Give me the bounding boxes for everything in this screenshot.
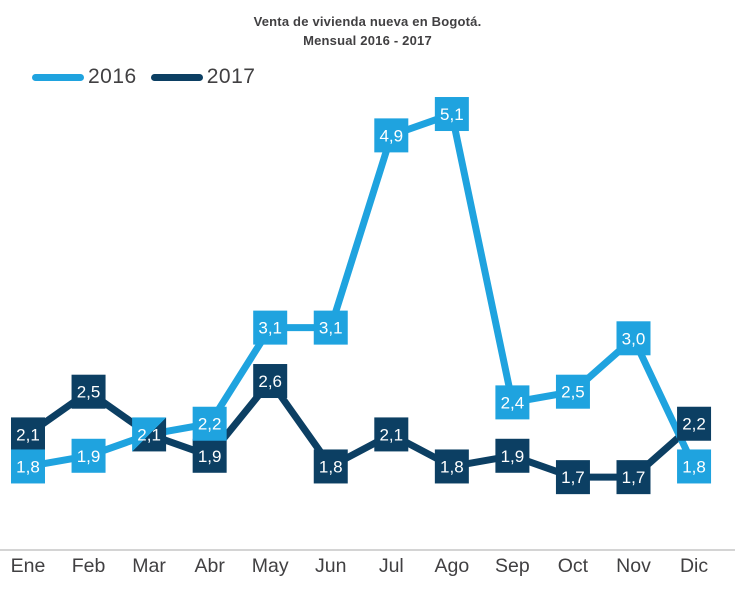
data-point-marker-2017 (434, 449, 469, 484)
data-point-marker-2016 (495, 385, 530, 420)
x-tick-label: Oct (558, 555, 589, 577)
data-point-marker-2016 (555, 374, 590, 409)
data-point-label-2016: 1,8 (16, 457, 40, 476)
legend: 2016 2017 (32, 65, 255, 89)
data-point-label-2016: 3,0 (622, 329, 646, 348)
data-point-marker-2017 (71, 374, 106, 409)
data-point-label-2017: 1,9 (501, 447, 525, 466)
data-point-marker-both (132, 417, 167, 452)
data-point-marker-2016 (677, 449, 712, 484)
x-tick-label: Ago (434, 555, 469, 577)
data-point-marker-2016 (616, 321, 651, 356)
data-point-label-2017: 2,1 (379, 425, 403, 444)
data-point-label-2016: 1,8 (682, 457, 706, 476)
data-point-label-2017: 2,1 (16, 425, 40, 444)
data-point-marker-2017 (192, 438, 227, 473)
x-tick-label: Jun (315, 555, 346, 577)
series-line-2017 (24, 377, 698, 481)
chart-title-line1: Venta de vivienda nueva en Bogotá. (253, 14, 482, 29)
x-tick-label: Mar (132, 555, 166, 577)
data-point-label-2016: 2,5 (561, 383, 585, 402)
data-point-label-2016: 2,4 (501, 393, 525, 412)
data-point-marker-2017 (555, 460, 590, 495)
x-tick-label: May (252, 555, 289, 577)
legend-swatch-2017 (150, 73, 203, 81)
data-point-marker-2016 (71, 438, 106, 473)
data-point-label-2017: 1,8 (440, 457, 464, 476)
data-point-label-2017: 1,8 (319, 457, 343, 476)
legend-swatch-2016 (32, 73, 84, 81)
data-point-marker-2017 (313, 449, 348, 484)
data-point-label-2017: 1,7 (622, 468, 646, 487)
data-point-label-2016: 4,9 (379, 126, 403, 145)
chart-title: Venta de vivienda nueva en Bogotá. Mensu… (0, 13, 735, 51)
legend-item-2017: 2017 (150, 65, 256, 89)
data-point-label-2017: 1,9 (198, 447, 222, 466)
data-point-marker-2017 (677, 406, 712, 441)
data-point-label-2016: 1,9 (77, 447, 101, 466)
x-tick-label: Dic (680, 555, 708, 577)
data-point-marker-2017 (495, 438, 530, 473)
data-point-marker-2016 (434, 97, 469, 132)
data-point-label-2017: 2,2 (682, 415, 706, 434)
data-point-label-2016: 5,1 (440, 105, 464, 124)
legend-label-2016: 2016 (88, 65, 137, 88)
data-point-marker-2017 (253, 364, 288, 399)
x-tick-label: Feb (72, 555, 106, 577)
data-point-marker-2016 (253, 310, 288, 345)
data-point-label-2017: 2,6 (258, 372, 282, 391)
data-point-marker-2017 (11, 417, 45, 452)
data-point-marker-2016 (313, 310, 348, 345)
x-tick-label: Nov (616, 555, 651, 577)
x-tick-label: Abr (194, 555, 225, 577)
legend-item-2016: 2016 (32, 65, 137, 89)
data-point-label-2016: 3,1 (319, 319, 343, 338)
legend-label-2017: 2017 (206, 65, 256, 88)
data-point-marker-2016 (374, 118, 409, 153)
data-point-marker-2016 (11, 449, 45, 484)
data-point-marker-2017 (374, 417, 409, 452)
data-point-marker-2016 (192, 406, 227, 441)
series-line-2016 (24, 110, 698, 470)
x-tick-label: Sep (495, 555, 530, 577)
data-point-label-2016: 2,2 (198, 415, 222, 434)
data-point-marker-2017 (616, 460, 651, 495)
data-point-label-both: 2,1 (137, 425, 161, 444)
data-point-label-2017: 1,7 (561, 468, 585, 487)
x-tick-label: Ene (11, 555, 46, 577)
x-tick-label: Jul (379, 555, 404, 577)
data-point-label-2017: 2,5 (77, 383, 101, 402)
chart-title-line2: Mensual 2016 - 2017 (303, 32, 432, 48)
data-point-label-2016: 3,1 (258, 319, 282, 338)
